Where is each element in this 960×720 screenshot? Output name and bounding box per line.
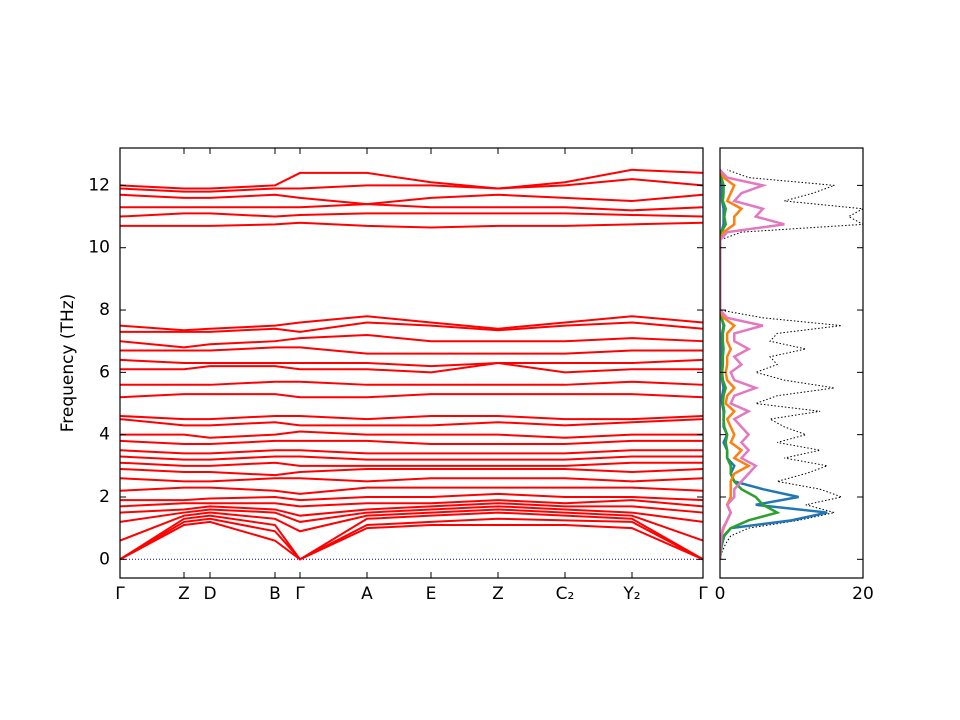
band xyxy=(119,333,704,349)
x-tick-label: Γ xyxy=(295,584,305,604)
band xyxy=(119,511,704,561)
band xyxy=(120,221,704,229)
band xyxy=(119,502,704,517)
y-tick-label: 8 xyxy=(99,300,110,320)
band xyxy=(119,193,704,206)
y-tick-label: 12 xyxy=(88,175,110,195)
axes-frame xyxy=(119,147,704,579)
x-tick-label: 20 xyxy=(852,584,874,604)
y-tick-label: 10 xyxy=(88,238,110,258)
band xyxy=(119,212,704,218)
y-tick-label: 0 xyxy=(99,549,110,569)
band xyxy=(119,315,704,332)
band xyxy=(119,520,704,561)
y-axis-label: Frequency (THz) xyxy=(58,294,78,433)
band xyxy=(119,414,704,421)
band xyxy=(120,203,704,212)
band xyxy=(120,321,704,333)
dos-curve xyxy=(720,168,785,560)
band xyxy=(119,486,704,495)
band xyxy=(119,461,703,467)
axes-frame xyxy=(719,147,864,579)
band xyxy=(119,168,704,190)
band xyxy=(119,178,704,193)
y-tick-label: 2 xyxy=(99,487,110,507)
x-tick-label: D xyxy=(203,584,216,604)
x-tick-label: A xyxy=(361,584,373,604)
y-tick-label: 4 xyxy=(99,425,110,445)
band xyxy=(120,430,703,439)
dos-curve xyxy=(720,169,863,560)
band xyxy=(120,361,703,374)
band xyxy=(120,492,704,502)
band xyxy=(119,499,704,508)
dos-curve xyxy=(720,169,828,560)
band xyxy=(119,418,704,427)
x-tick-label: B xyxy=(269,584,281,604)
y-tick-label: 6 xyxy=(99,362,110,382)
x-tick-label: C₂ xyxy=(556,584,575,604)
dos-curve xyxy=(720,169,752,560)
band xyxy=(120,346,703,355)
band xyxy=(119,477,704,483)
band xyxy=(119,358,704,368)
dos-curve xyxy=(720,169,781,560)
band xyxy=(119,508,704,542)
band xyxy=(119,449,703,455)
band xyxy=(120,380,704,386)
x-tick-label: Y₂ xyxy=(622,584,640,604)
x-tick-label: Γ xyxy=(115,584,125,604)
x-tick-label: Γ xyxy=(698,584,708,604)
band xyxy=(119,455,703,461)
x-tick-label: Z xyxy=(178,584,190,604)
x-tick-label: Z xyxy=(492,584,504,604)
band xyxy=(119,467,704,477)
band xyxy=(119,505,704,523)
band xyxy=(119,517,704,561)
x-tick-label: E xyxy=(426,584,437,604)
band xyxy=(119,439,703,446)
x-tick-label: 0 xyxy=(715,584,726,604)
band xyxy=(119,393,704,399)
